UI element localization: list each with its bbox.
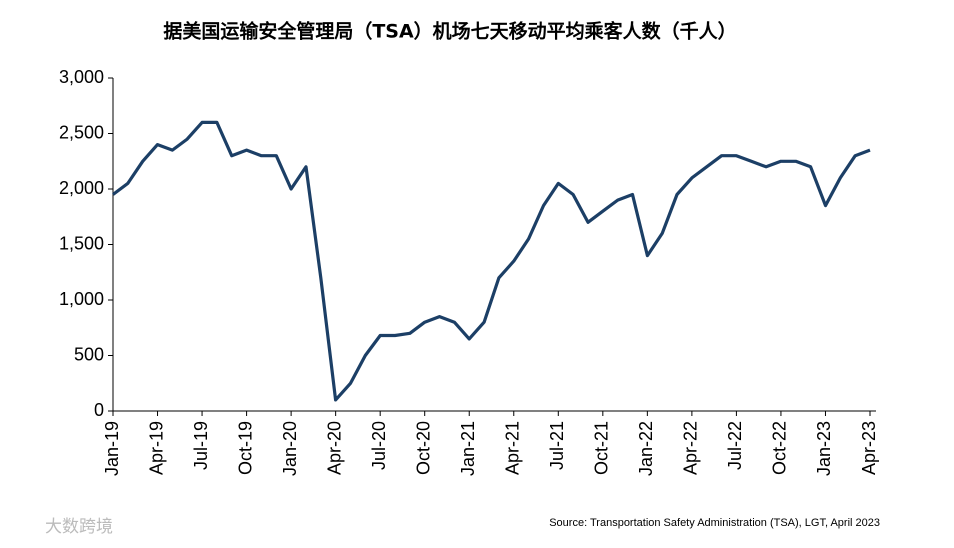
y-tick-label: 1,000 bbox=[59, 289, 104, 309]
watermark: 大数跨境 bbox=[45, 517, 113, 537]
x-tick-label: Apr-22 bbox=[681, 421, 701, 475]
x-tick-label: Jul-21 bbox=[547, 421, 567, 470]
source: Source: Transportation Safety Administra… bbox=[549, 517, 880, 529]
y-tick-label: 2,500 bbox=[59, 122, 104, 142]
x-tick-label: Oct-21 bbox=[592, 421, 612, 475]
chart-title: 据美国运输安全管理局（TSA）机场七天移动平均乘客人数（千人） bbox=[163, 20, 736, 43]
x-tick-label: Jul-22 bbox=[725, 421, 745, 470]
x-tick-label: Jan-22 bbox=[636, 421, 656, 476]
y-tick-label: 1,500 bbox=[59, 233, 104, 253]
x-tick-label: Jul-20 bbox=[369, 421, 389, 470]
y-tick-label: 2,000 bbox=[59, 178, 104, 198]
x-tick-label: Jan-20 bbox=[280, 421, 300, 476]
x-tick-label: Apr-23 bbox=[859, 421, 879, 475]
y-tick-label: 3,000 bbox=[59, 67, 104, 87]
x-tick-label: Apr-20 bbox=[324, 421, 344, 475]
x-tick-label: Jan-23 bbox=[814, 421, 834, 476]
x-tick-label: Jan-19 bbox=[102, 421, 122, 476]
x-tick-label: Jul-19 bbox=[191, 421, 211, 470]
x-tick-label: Apr-21 bbox=[503, 421, 523, 475]
x-tick-label: Jan-21 bbox=[458, 421, 478, 476]
y-tick-label: 500 bbox=[74, 344, 104, 364]
x-tick-label: Oct-19 bbox=[235, 421, 255, 475]
x-tick-label: Oct-20 bbox=[413, 421, 433, 475]
x-tick-label: Oct-22 bbox=[770, 421, 790, 475]
y-tick-label: 0 bbox=[94, 400, 104, 420]
series-line bbox=[112, 120, 871, 402]
x-tick-label: Apr-19 bbox=[146, 421, 166, 475]
